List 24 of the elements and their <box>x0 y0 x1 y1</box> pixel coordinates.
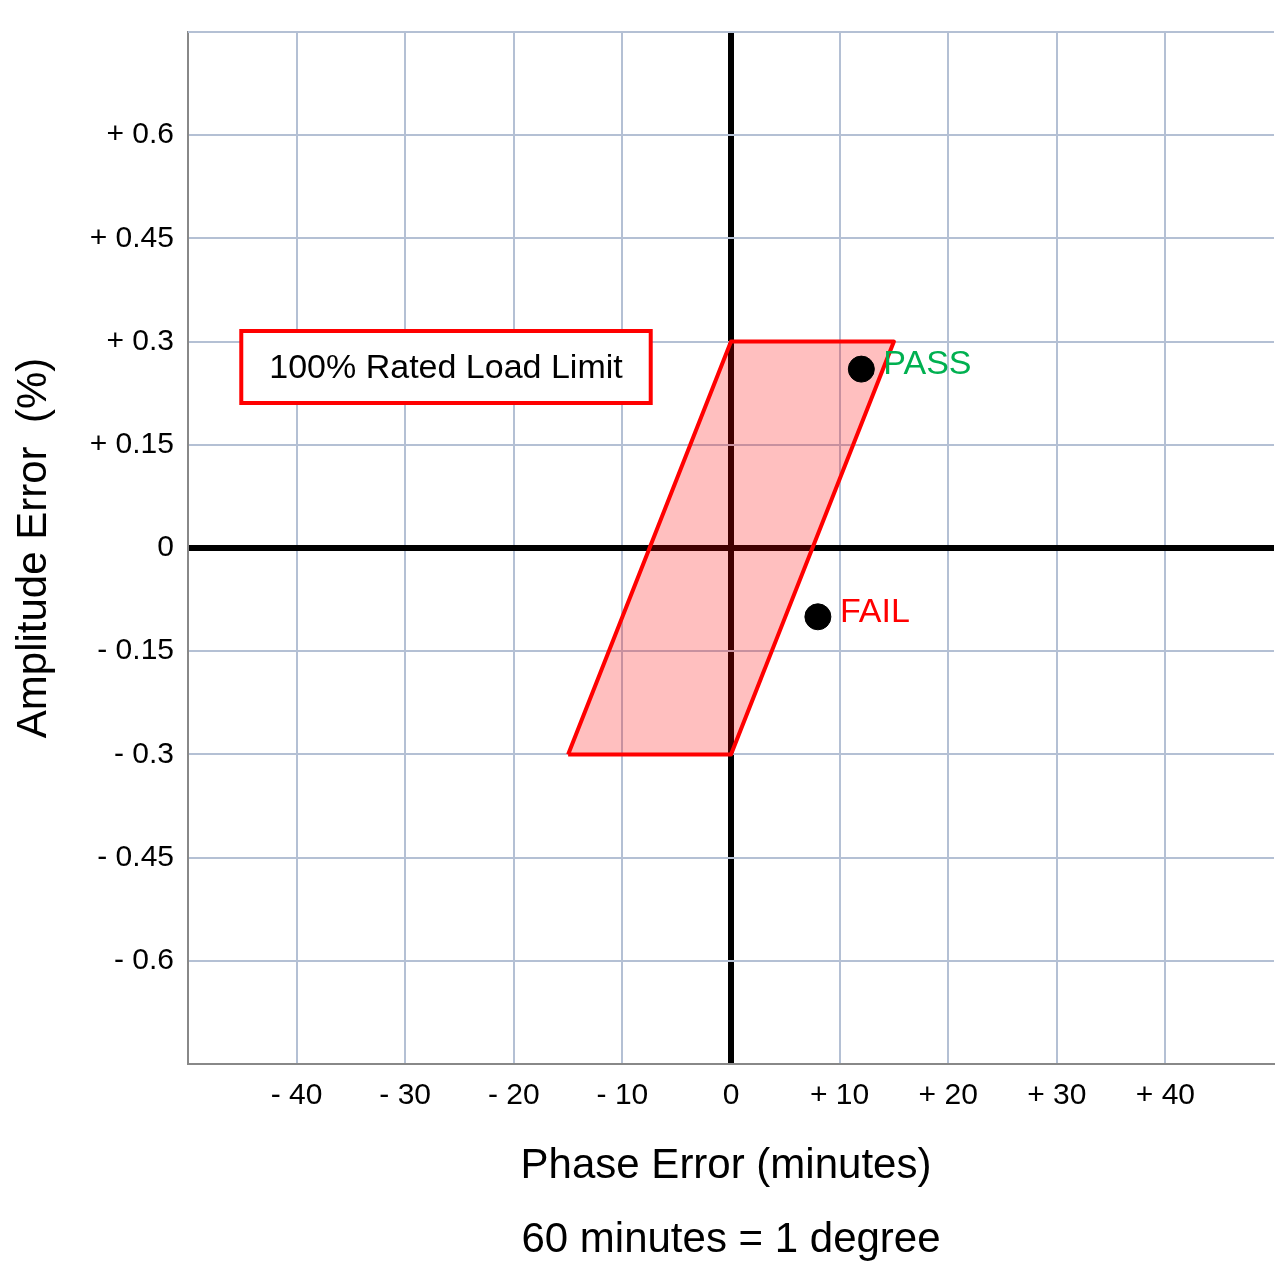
annotation: 100% Rated Load Limit <box>269 347 624 386</box>
y-tick-label: 0 <box>157 529 174 563</box>
x-tick-label: 0 <box>722 1077 740 1111</box>
y-tick-label: - 0.3 <box>113 735 174 769</box>
y-tick-label: + 0.45 <box>89 219 174 253</box>
y-tick-label: - 0.15 <box>97 632 174 666</box>
x-tick-label: + 30 <box>1027 1077 1087 1111</box>
series-label: FAIL <box>839 591 910 630</box>
y-tick-label: + 0.15 <box>89 426 174 460</box>
series-label: PASS <box>883 343 972 382</box>
y-tick-label: - 0.6 <box>113 942 174 976</box>
x-tick-label: - 40 <box>270 1077 323 1111</box>
y-axis-title: Amplitude Error (%) <box>7 357 55 739</box>
x-tick-label: + 20 <box>918 1077 978 1111</box>
x-tick-label: + 40 <box>1135 1077 1196 1111</box>
y-tick-label: - 0.45 <box>97 838 174 872</box>
x-tick-label: - 20 <box>487 1077 540 1111</box>
x-tick-label: + 10 <box>809 1077 870 1111</box>
x-tick-label: - 10 <box>596 1077 649 1111</box>
text: 60 minutes = 1 degree <box>521 1213 941 1261</box>
y-tick-label: + 0.6 <box>106 116 174 150</box>
y-tick-label: + 0.3 <box>106 322 174 356</box>
x-tick-label: - 30 <box>379 1077 432 1111</box>
x-axis-title: Phase Error (minutes) <box>520 1139 932 1187</box>
